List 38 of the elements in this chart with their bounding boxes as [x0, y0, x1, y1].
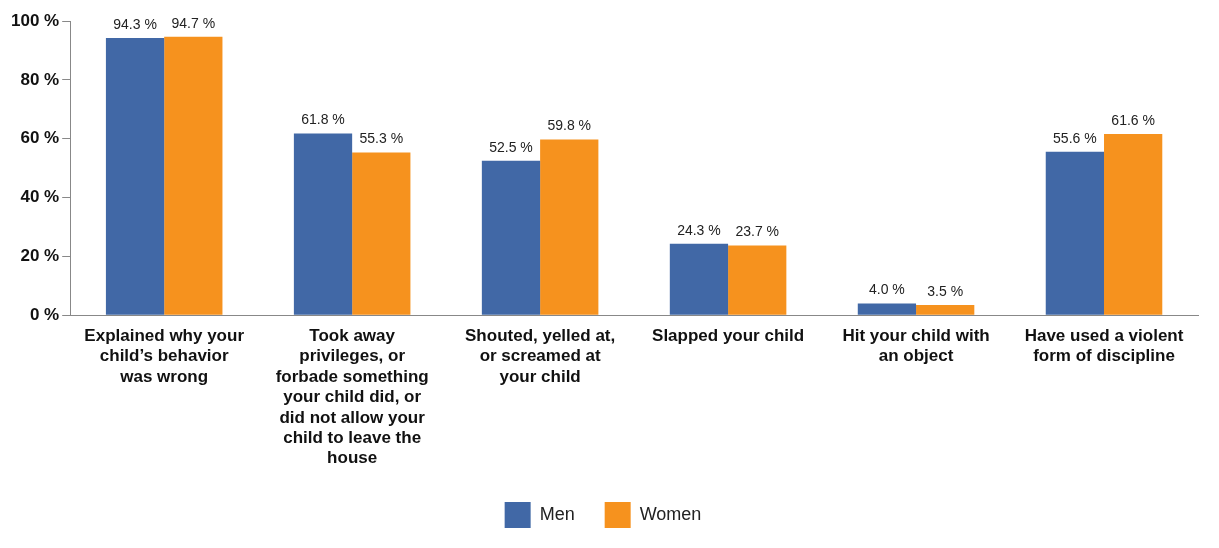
bar: [916, 304, 975, 315]
legend-label: Men: [539, 503, 575, 524]
x-tick-label: Shouted, yelled at, or screamed at your child: [465, 326, 616, 386]
bar: [293, 133, 353, 315]
data-label: 52.5 %: [489, 138, 533, 155]
bar: [669, 243, 729, 315]
x-tick-label: Took away privileges, or forbade something your child did, or did not allow your child to leave the house: [275, 326, 429, 468]
y-tick-label: 100 %: [11, 10, 60, 30]
data-label: 24.3 %: [677, 221, 721, 238]
bar: [728, 245, 787, 315]
x-tick-label: Slapped your child: [652, 326, 805, 346]
data-label: 23.7 %: [735, 223, 780, 240]
bar: [540, 139, 599, 315]
bar: [352, 152, 411, 315]
data-label: 55.3 %: [359, 130, 404, 147]
x-tick-label: Explained why your child’s behavior was wrong: [84, 326, 245, 386]
bar: [1104, 134, 1163, 315]
data-label: 4.0 %: [869, 281, 905, 298]
y-tick-label: 0 %: [29, 304, 60, 324]
y-tick-label: 40 %: [20, 187, 60, 207]
bar: [164, 36, 223, 315]
data-label: 3.5 %: [927, 282, 964, 299]
data-label: 61.6 %: [1111, 111, 1155, 128]
bar: [105, 37, 165, 315]
data-label: 61.8 %: [301, 111, 345, 128]
x-tick-label: Have used a violent form of discipline: [1024, 326, 1184, 366]
bar: [481, 160, 541, 315]
data-label: 94.3 %: [113, 15, 157, 32]
y-tick-label: 60 %: [20, 128, 60, 148]
data-label: 59.8 %: [547, 117, 592, 134]
data-label: 55.6 %: [1053, 129, 1097, 146]
x-tick-label: Hit your child with an object: [842, 326, 990, 366]
bar: [857, 303, 917, 315]
bar: [1045, 151, 1105, 315]
y-tick-label: 20 %: [20, 246, 60, 266]
data-label: 94.7 %: [171, 14, 216, 31]
legend-label: Women: [639, 503, 702, 524]
y-tick-label: 80 %: [20, 69, 60, 89]
